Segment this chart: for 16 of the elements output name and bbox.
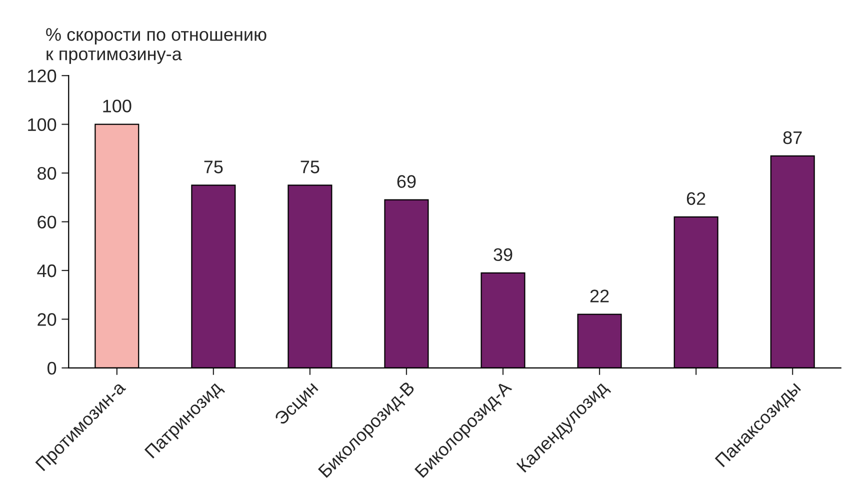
data-label: 75 <box>300 160 320 174</box>
y-tick-label: 100 <box>28 118 56 132</box>
y-tick-label: 60 <box>38 216 56 228</box>
y-tick-label: 20 <box>38 313 56 326</box>
data-label: 69 <box>397 175 416 188</box>
data-label: 100 <box>103 100 132 112</box>
y-tick-label: 80 <box>38 166 56 180</box>
data-label: 75 <box>204 160 223 174</box>
y-tick-label: 120 <box>28 70 56 82</box>
data-label: 39 <box>494 248 512 262</box>
y-tick-label: 0 <box>48 362 56 375</box>
y-tick-label: 40 <box>37 264 56 278</box>
data-label: 62 <box>686 192 706 205</box>
data-label: 22 <box>590 290 609 302</box>
data-label: 87 <box>783 131 802 144</box>
y-axis-title: % скорости по отношению к протимозину-а <box>46 28 266 64</box>
